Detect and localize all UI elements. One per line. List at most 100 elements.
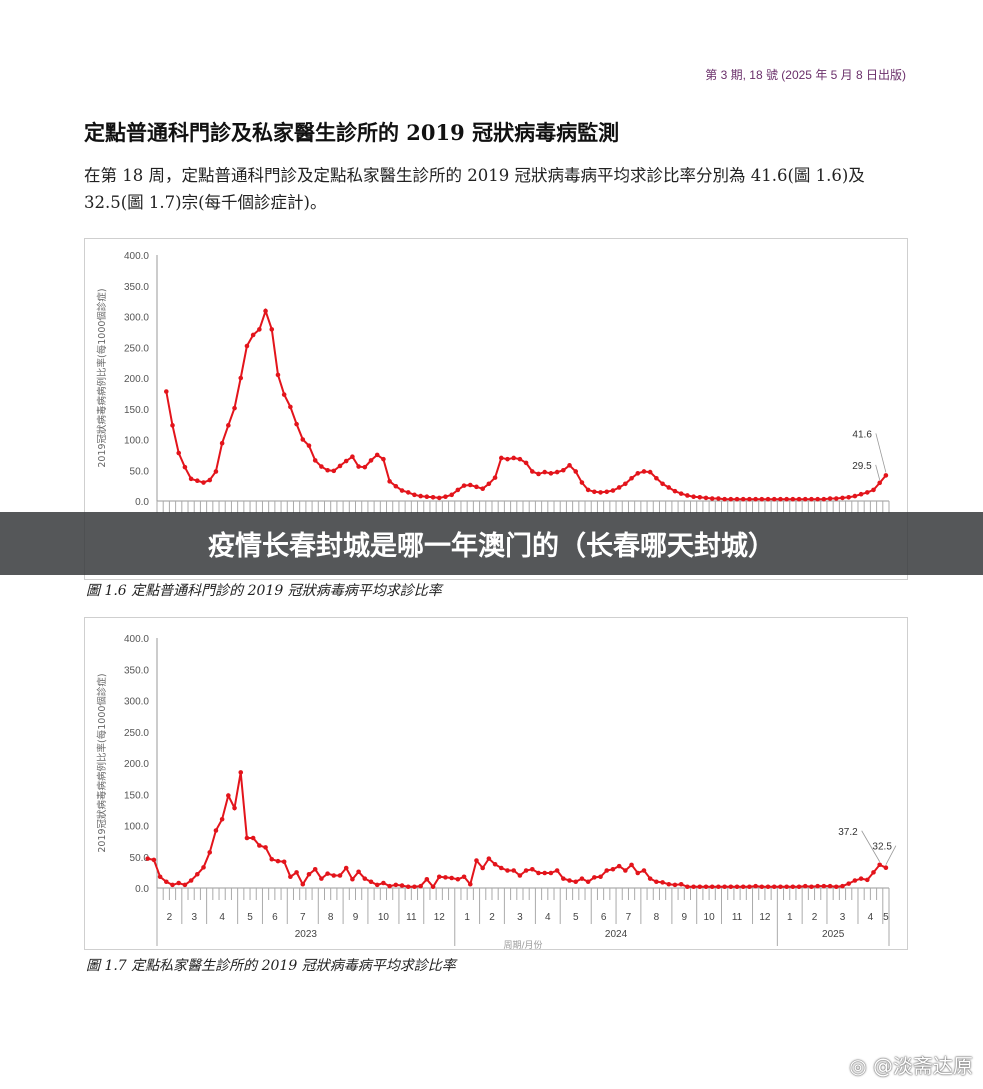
data-point bbox=[201, 480, 206, 485]
data-point bbox=[257, 327, 262, 332]
data-point bbox=[157, 874, 163, 880]
data-point bbox=[170, 882, 175, 888]
data-point bbox=[678, 881, 684, 887]
month-label: 12 bbox=[434, 912, 446, 923]
chart-fig-1-7: 0.0 50.0 100.0 150.0 200.0 250.0 300.0 350.0 400… bbox=[84, 617, 908, 950]
data-point bbox=[877, 480, 882, 486]
data-point bbox=[722, 496, 727, 502]
data-point bbox=[759, 496, 765, 502]
y-tick-label: 300.0 bbox=[124, 697, 149, 708]
data-point bbox=[294, 870, 299, 875]
chart-svg: 0.0 50.0 100.0 150.0 200.0 250.0 300.0 350.0 400… bbox=[96, 634, 897, 949]
chart-svg: 0.0 50.0 100.0 150.0 200.0 250.0 300.0 350.0 400… bbox=[96, 251, 890, 513]
series-line bbox=[165, 307, 887, 501]
data-point bbox=[548, 870, 554, 876]
data-point bbox=[821, 496, 827, 502]
data-point bbox=[393, 882, 399, 888]
data-point bbox=[480, 486, 485, 491]
month-label: 7 bbox=[626, 912, 632, 923]
data-point bbox=[554, 469, 560, 475]
data-point bbox=[238, 375, 244, 381]
data-point bbox=[765, 884, 771, 890]
caption-fig-1-7: 圖 1.7 定點私家醫生診所的 2019 冠狀病毒病平均求診比率 bbox=[86, 958, 456, 974]
data-point bbox=[381, 456, 386, 462]
month-label: 7 bbox=[300, 912, 306, 923]
x-axis-label: 周期/月份 bbox=[503, 939, 542, 949]
data-point bbox=[666, 881, 672, 887]
data-point bbox=[548, 471, 554, 476]
data-point bbox=[350, 876, 355, 882]
data-point bbox=[647, 876, 653, 881]
data-point bbox=[325, 871, 330, 876]
data-point bbox=[207, 477, 213, 483]
data-point bbox=[809, 496, 814, 502]
data-point bbox=[802, 883, 808, 889]
data-point bbox=[753, 883, 758, 889]
data-point bbox=[275, 858, 281, 864]
data-point bbox=[678, 491, 684, 496]
data-point bbox=[821, 883, 827, 889]
data-point bbox=[530, 866, 535, 872]
issue-header: 第 3 期, 18 號 (2025 年 5 月 8 日出版) bbox=[705, 68, 906, 82]
data-point bbox=[511, 868, 516, 873]
month-label: 6 bbox=[601, 912, 607, 923]
data-point bbox=[511, 455, 516, 461]
data-point bbox=[536, 471, 541, 477]
data-point bbox=[188, 476, 194, 482]
data-point bbox=[517, 873, 523, 878]
data-point bbox=[579, 876, 585, 881]
data-point bbox=[734, 884, 740, 890]
month-label: 5 bbox=[247, 912, 253, 923]
data-point bbox=[691, 494, 696, 499]
data-point bbox=[232, 805, 237, 811]
month-label: 5 bbox=[573, 912, 579, 923]
month-label: 6 bbox=[272, 912, 278, 923]
data-point bbox=[629, 862, 634, 868]
data-point bbox=[393, 483, 399, 489]
data-point bbox=[530, 469, 535, 474]
data-point bbox=[759, 884, 765, 890]
annotation-leader bbox=[875, 464, 881, 480]
data-point bbox=[864, 490, 870, 495]
data-point bbox=[343, 458, 349, 464]
data-point bbox=[455, 487, 461, 493]
data-point bbox=[374, 452, 380, 458]
data-point bbox=[616, 863, 622, 869]
data-point bbox=[660, 481, 665, 487]
series-line bbox=[147, 772, 887, 889]
data-point bbox=[740, 884, 746, 890]
data-point bbox=[623, 868, 628, 873]
y-tick-label: 50.0 bbox=[130, 466, 150, 477]
data-point bbox=[492, 861, 498, 867]
data-point bbox=[275, 372, 281, 378]
data-point bbox=[467, 881, 473, 887]
data-point bbox=[827, 883, 833, 889]
data-point bbox=[672, 882, 678, 888]
data-point bbox=[195, 478, 200, 484]
data-point bbox=[343, 865, 349, 871]
data-point bbox=[436, 495, 442, 501]
watermark: ◎ @淡斋达原 bbox=[849, 1054, 973, 1078]
data-point bbox=[461, 483, 467, 488]
data-point bbox=[505, 456, 510, 462]
data-point bbox=[201, 865, 206, 870]
data-point bbox=[325, 467, 330, 473]
data-point bbox=[226, 423, 231, 428]
data-point bbox=[567, 878, 572, 883]
data-point bbox=[306, 443, 312, 448]
data-point bbox=[461, 874, 467, 880]
data-point bbox=[368, 879, 374, 885]
data-point bbox=[226, 793, 231, 798]
data-point bbox=[430, 884, 436, 890]
data-point bbox=[796, 496, 802, 502]
data-point bbox=[449, 875, 454, 881]
month-label: 2 bbox=[812, 912, 818, 923]
data-point bbox=[716, 496, 721, 501]
data-point bbox=[300, 881, 306, 887]
data-point bbox=[219, 816, 225, 822]
data-point bbox=[374, 882, 380, 888]
data-point bbox=[145, 856, 150, 861]
data-point bbox=[598, 874, 603, 880]
data-point bbox=[573, 469, 579, 474]
